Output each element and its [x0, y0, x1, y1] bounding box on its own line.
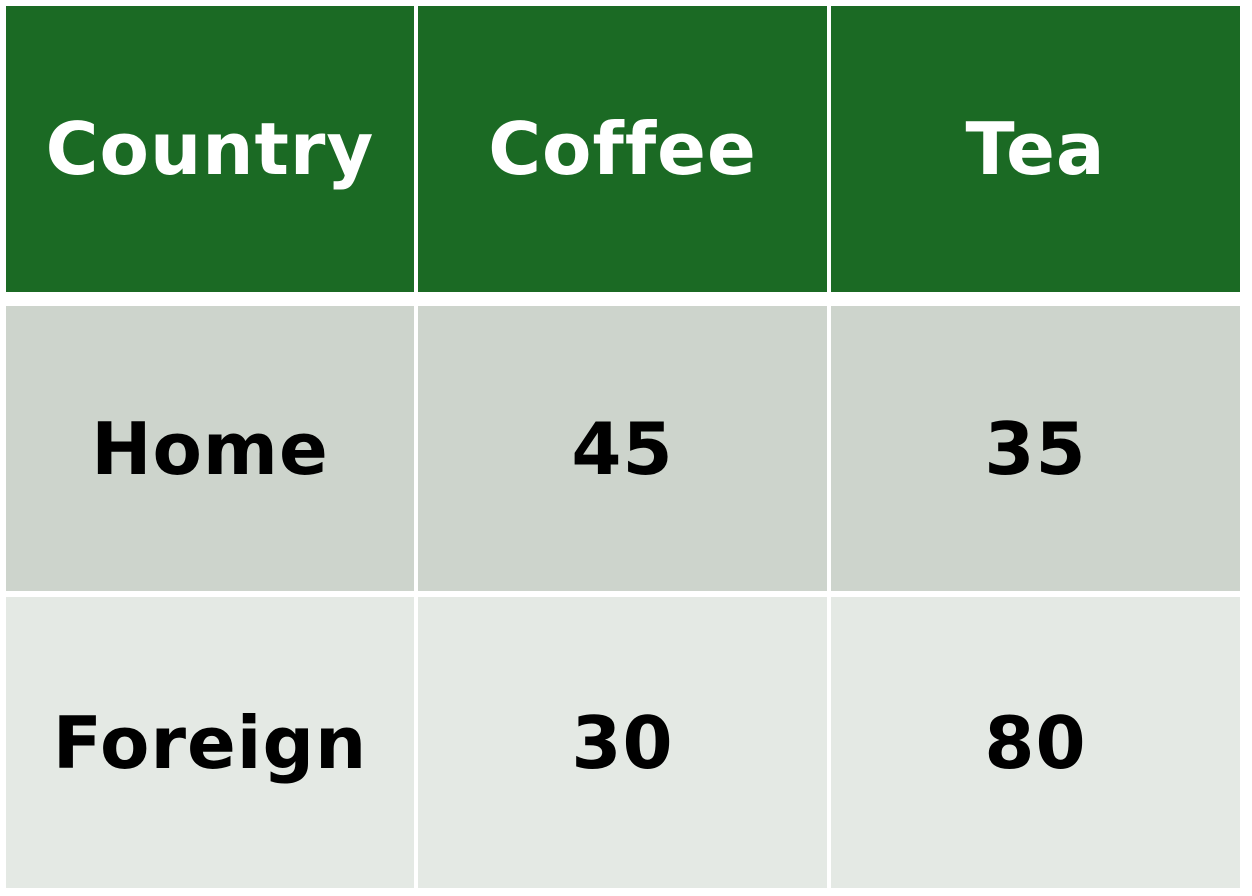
header-tea: Tea [831, 6, 1240, 292]
row-foreign-tea: 80 [831, 597, 1240, 888]
header-country: Country [6, 6, 414, 292]
header-coffee: Coffee [418, 6, 827, 292]
row-foreign-country: Foreign [6, 597, 414, 888]
row-home-coffee: 45 [418, 306, 827, 591]
row-home-tea: 35 [831, 306, 1240, 591]
row-foreign-coffee: 30 [418, 597, 827, 888]
row-home-country: Home [6, 306, 414, 591]
